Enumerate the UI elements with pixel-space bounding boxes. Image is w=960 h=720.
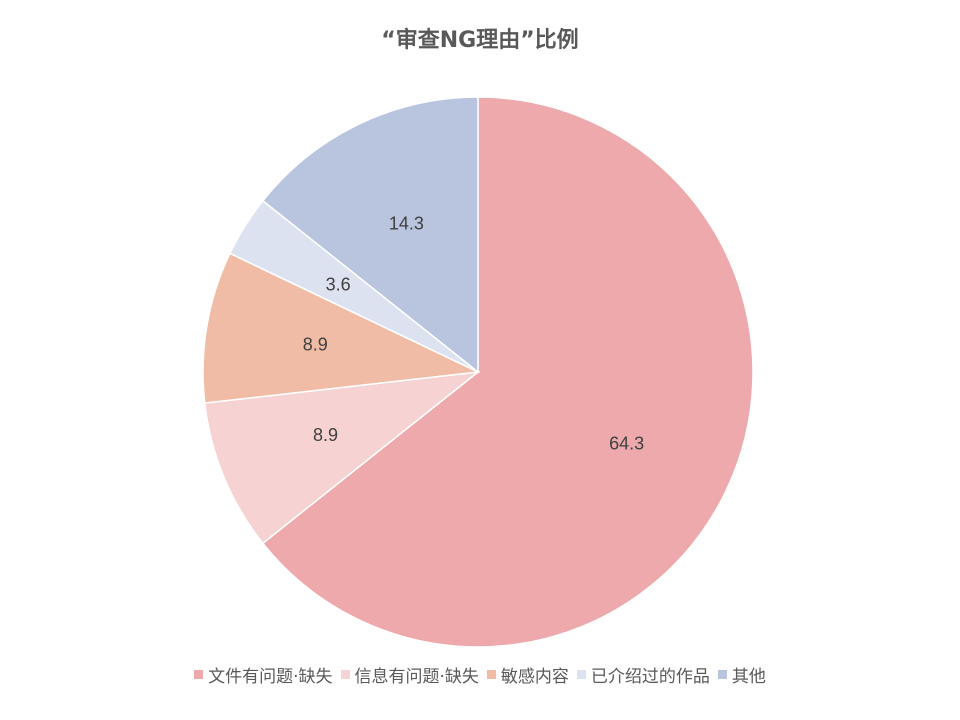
legend-label: 文件有问题·缺失 — [208, 667, 333, 687]
legend-label: 其他 — [731, 667, 766, 687]
legend-item-4: 已介绍过的作品 — [576, 662, 710, 687]
legend-label: 信息有问题·缺失 — [354, 667, 479, 687]
legend: 文件有问题·缺失 信息有问题·缺失 敏感内容 已介绍过的作品 其他 — [0, 662, 960, 687]
data-label-3: 8.9 — [303, 335, 328, 355]
legend-item-5: 其他 — [717, 662, 766, 687]
chart-title: “审查NG理由”比例 — [381, 28, 579, 53]
data-label-2: 8.9 — [313, 425, 338, 445]
legend-swatch — [340, 670, 350, 679]
legend-swatch — [486, 670, 496, 679]
pie-slices — [202, 96, 754, 648]
legend-label: 已介绍过的作品 — [590, 667, 710, 687]
data-label-4: 3.6 — [326, 274, 351, 294]
pie-slice-3 — [202, 252, 481, 404]
legend-item-3: 敏感内容 — [486, 662, 569, 687]
legend-label: 敏感内容 — [500, 667, 569, 687]
legend-swatch — [576, 670, 586, 679]
pie-slice-2 — [203, 370, 481, 545]
legend-swatch — [717, 670, 727, 679]
pie-slice-1 — [261, 96, 754, 648]
data-label-5: 14.3 — [389, 213, 424, 233]
pie-slice-5 — [261, 96, 479, 374]
legend-swatch — [194, 670, 204, 679]
pie-data-labels: 64.3 8.9 8.9 3.6 14.3 — [303, 213, 644, 453]
legend-item-1: 文件有问题·缺失 — [194, 662, 333, 687]
data-label-1: 64.3 — [609, 434, 644, 454]
legend-item-2: 信息有问题·缺失 — [340, 662, 479, 687]
